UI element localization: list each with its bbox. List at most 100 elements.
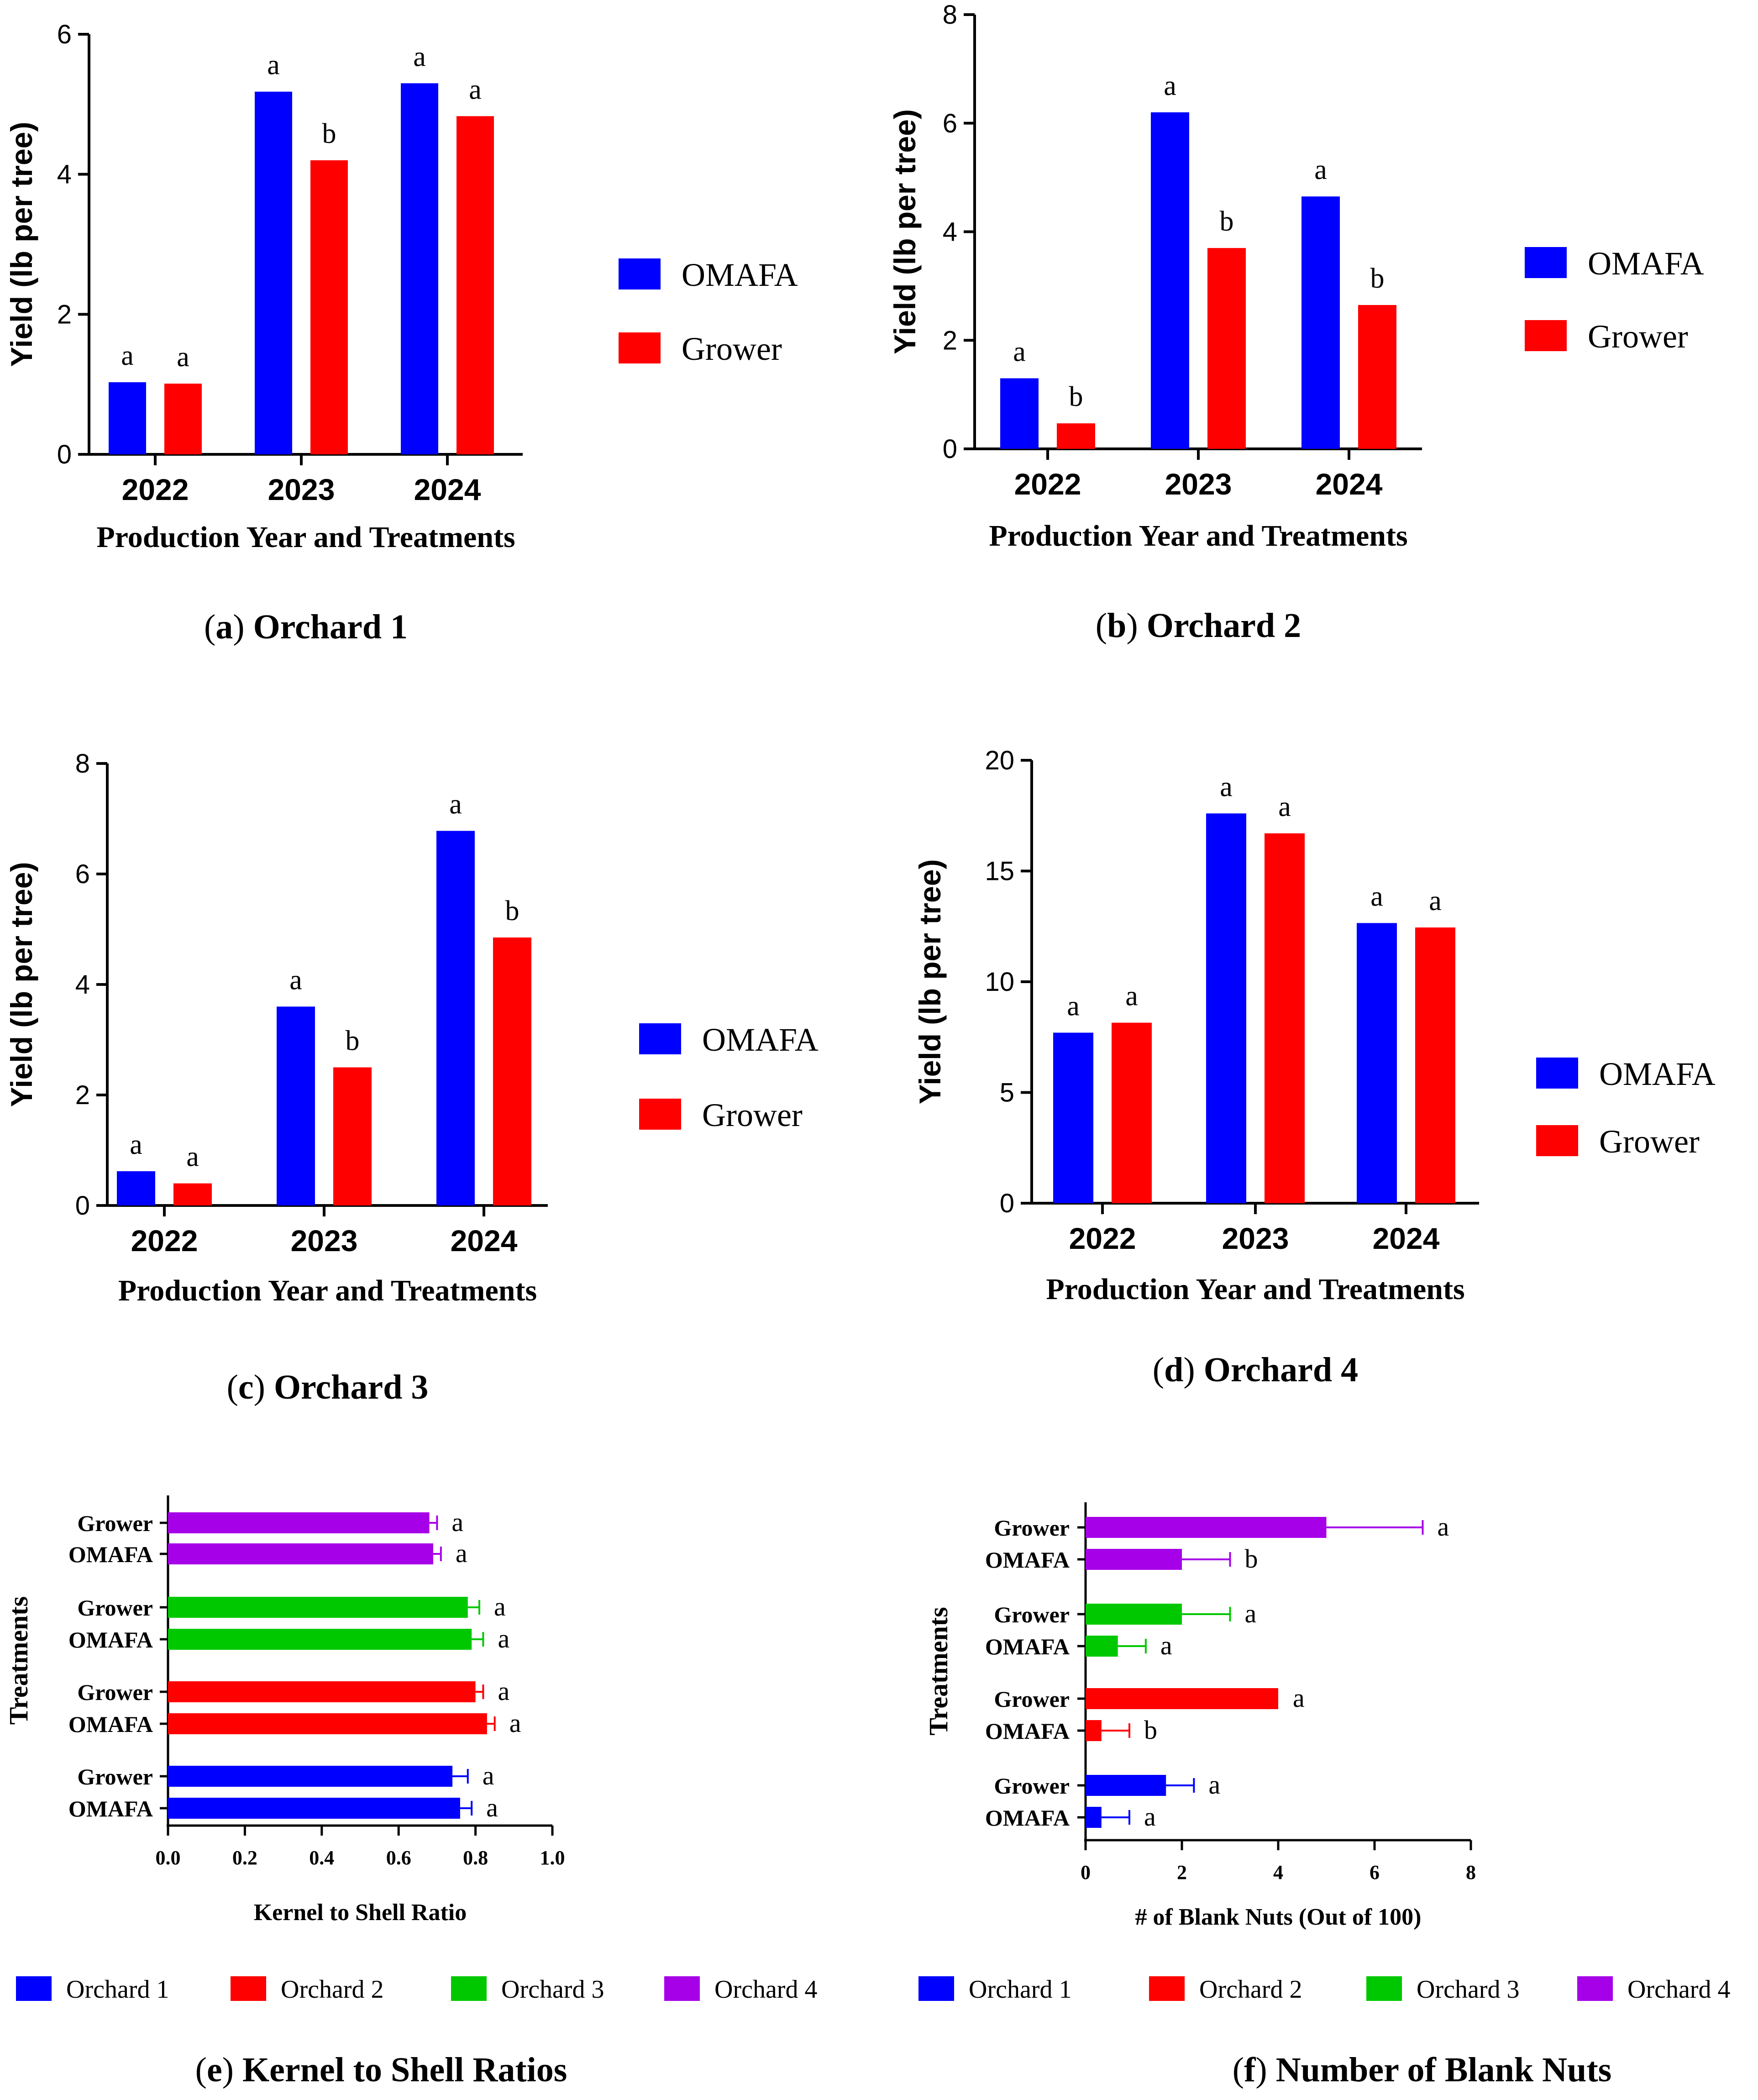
category-label-e-orchard1-grower: Grower — [77, 1764, 153, 1789]
sig-letter-f-orchard3-omafa: a — [1160, 1631, 1172, 1660]
legend-swatch-d-omafa — [1536, 1058, 1578, 1089]
x-tick-label-a-2022: 2022 — [122, 473, 189, 506]
bar-b-omafa-2023 — [1151, 112, 1189, 449]
legend-label-c-grower: Grower — [702, 1097, 803, 1133]
bar-b-omafa-2024 — [1301, 196, 1340, 449]
bar-b-grower-2022 — [1057, 423, 1095, 449]
y-axis-title-a: Yield (lb per tree) — [5, 122, 38, 367]
legend-swatch-e-orchard1 — [16, 1976, 52, 2001]
bar-a-grower-2023 — [310, 160, 348, 454]
bar-e-orchard3-grower — [168, 1597, 468, 1618]
bar-a-grower-2022 — [164, 384, 202, 454]
legend-swatch-d-grower — [1536, 1125, 1578, 1156]
sig-letter-f-orchard2-grower: a — [1293, 1683, 1305, 1713]
bar-e-orchard2-grower — [168, 1681, 476, 1702]
sig-letter-c-omafa-2022: a — [130, 1129, 142, 1160]
sig-letter-f-orchard2-omafa: b — [1144, 1715, 1157, 1745]
y-tick-label-a-0: 0 — [57, 440, 72, 469]
sig-letter-c-grower-2024: b — [505, 895, 520, 926]
bar-e-orchard1-omafa — [168, 1798, 460, 1819]
sig-letter-c-grower-2023: b — [346, 1026, 360, 1057]
sig-letter-e-orchard4-omafa: a — [456, 1538, 467, 1568]
sig-letter-f-orchard4-omafa: b — [1245, 1544, 1258, 1574]
legend-label-c-omafa: OMAFA — [702, 1021, 819, 1058]
x-tick-label-a-2023: 2023 — [268, 473, 335, 506]
legend-label-d-omafa: OMAFA — [1599, 1056, 1716, 1092]
sig-letter-e-orchard1-omafa: a — [486, 1793, 498, 1822]
sig-letter-f-orchard3-grower: a — [1245, 1599, 1257, 1628]
sig-letter-a-omafa-2024: a — [413, 41, 426, 72]
sig-letter-c-omafa-2024: a — [449, 789, 462, 820]
x-tick-label-e-1.0: 1.0 — [540, 1847, 565, 1869]
bar-e-orchard4-omafa — [168, 1543, 433, 1564]
y-tick-label-d-20: 20 — [985, 746, 1014, 775]
sig-letter-b-grower-2022: b — [1069, 381, 1083, 412]
y-axis-title-d: Yield (lb per tree) — [913, 859, 947, 1105]
caption-c: (c) Orchard 3 — [227, 1368, 429, 1406]
bar-c-omafa-2023 — [277, 1006, 315, 1205]
sig-letter-e-orchard1-grower: a — [483, 1761, 494, 1790]
legend-label-f-orchard4: Orchard 4 — [1627, 1975, 1730, 2004]
legend-swatch-f-orchard1 — [918, 1976, 954, 2001]
sig-letter-d-omafa-2024: a — [1370, 881, 1383, 912]
y-axis-title-e: Treatments — [4, 1596, 33, 1725]
sig-letter-d-grower-2022: a — [1125, 981, 1138, 1012]
bar-e-orchard3-omafa — [168, 1629, 472, 1650]
bar-f-orchard3-omafa — [1086, 1636, 1118, 1657]
sig-letter-c-omafa-2023: a — [289, 964, 302, 995]
category-label-f-orchard4-omafa: OMAFA — [985, 1547, 1070, 1573]
y-tick-label-c-6: 6 — [75, 859, 90, 889]
x-tick-label-e-0.6: 0.6 — [386, 1847, 411, 1869]
x-tick-label-f-2: 2 — [1177, 1861, 1187, 1884]
bar-d-grower-2022 — [1112, 1022, 1152, 1203]
legend-label-f-orchard2: Orchard 2 — [1199, 1975, 1302, 2004]
sig-letter-b-grower-2024: b — [1370, 263, 1385, 294]
y-tick-label-b-4: 4 — [943, 217, 957, 247]
bar-e-orchard1-grower — [168, 1766, 453, 1787]
bar-e-orchard2-omafa — [168, 1713, 487, 1734]
legend-label-f-orchard3: Orchard 3 — [1417, 1975, 1519, 2004]
legend-label-e-orchard2: Orchard 2 — [281, 1975, 383, 2004]
x-tick-label-c-2022: 2022 — [131, 1224, 198, 1258]
x-axis-title-d: Production Year and Treatments — [1046, 1273, 1464, 1306]
category-label-f-orchard1-omafa: OMAFA — [985, 1805, 1070, 1831]
y-tick-label-d-0: 0 — [1000, 1189, 1014, 1218]
x-tick-label-f-0: 0 — [1081, 1861, 1091, 1884]
category-label-f-orchard3-omafa: OMAFA — [985, 1634, 1070, 1659]
sig-letter-d-omafa-2023: a — [1220, 771, 1233, 802]
category-label-f-orchard3-grower: Grower — [994, 1602, 1070, 1627]
category-label-f-orchard4-grower: Grower — [994, 1515, 1070, 1541]
sig-letter-a-grower-2024: a — [469, 74, 482, 105]
bar-d-omafa-2022 — [1053, 1032, 1093, 1203]
y-tick-label-b-8: 8 — [943, 0, 957, 30]
sig-letter-f-orchard4-grower: a — [1438, 1512, 1449, 1542]
bar-d-grower-2024 — [1415, 927, 1455, 1203]
y-tick-label-c-2: 2 — [75, 1080, 90, 1110]
category-label-e-orchard2-omafa: OMAFA — [68, 1711, 153, 1737]
legend-swatch-b-grower — [1525, 320, 1567, 351]
y-tick-label-a-6: 6 — [57, 20, 72, 49]
y-tick-label-b-2: 2 — [943, 326, 957, 355]
sig-letter-a-omafa-2023: a — [267, 50, 280, 81]
bar-d-omafa-2024 — [1357, 923, 1397, 1203]
bar-f-orchard4-omafa — [1086, 1549, 1182, 1570]
legend-label-e-orchard4: Orchard 4 — [714, 1975, 817, 2004]
x-tick-label-e-0.8: 0.8 — [463, 1847, 488, 1869]
y-tick-label-a-4: 4 — [57, 160, 72, 189]
bar-a-omafa-2022 — [109, 382, 146, 454]
legend-swatch-b-omafa — [1525, 247, 1567, 278]
y-tick-label-d-15: 15 — [985, 857, 1014, 886]
y-axis-title-b: Yield (lb per tree) — [888, 109, 922, 354]
sig-letter-f-orchard1-omafa: a — [1144, 1802, 1156, 1832]
x-tick-label-b-2024: 2024 — [1316, 467, 1383, 501]
x-axis-title-a: Production Year and Treatments — [96, 521, 515, 554]
x-tick-label-c-2024: 2024 — [451, 1224, 518, 1258]
x-tick-label-d-2024: 2024 — [1373, 1221, 1440, 1255]
legend-swatch-e-orchard4 — [664, 1976, 700, 2001]
bar-d-omafa-2023 — [1206, 813, 1246, 1203]
x-tick-label-a-2024: 2024 — [414, 473, 481, 506]
x-tick-label-e-0.2: 0.2 — [232, 1847, 257, 1869]
y-tick-label-c-0: 0 — [75, 1191, 90, 1221]
category-label-e-orchard4-grower: Grower — [77, 1511, 153, 1536]
x-axis-title-c: Production Year and Treatments — [118, 1274, 537, 1307]
